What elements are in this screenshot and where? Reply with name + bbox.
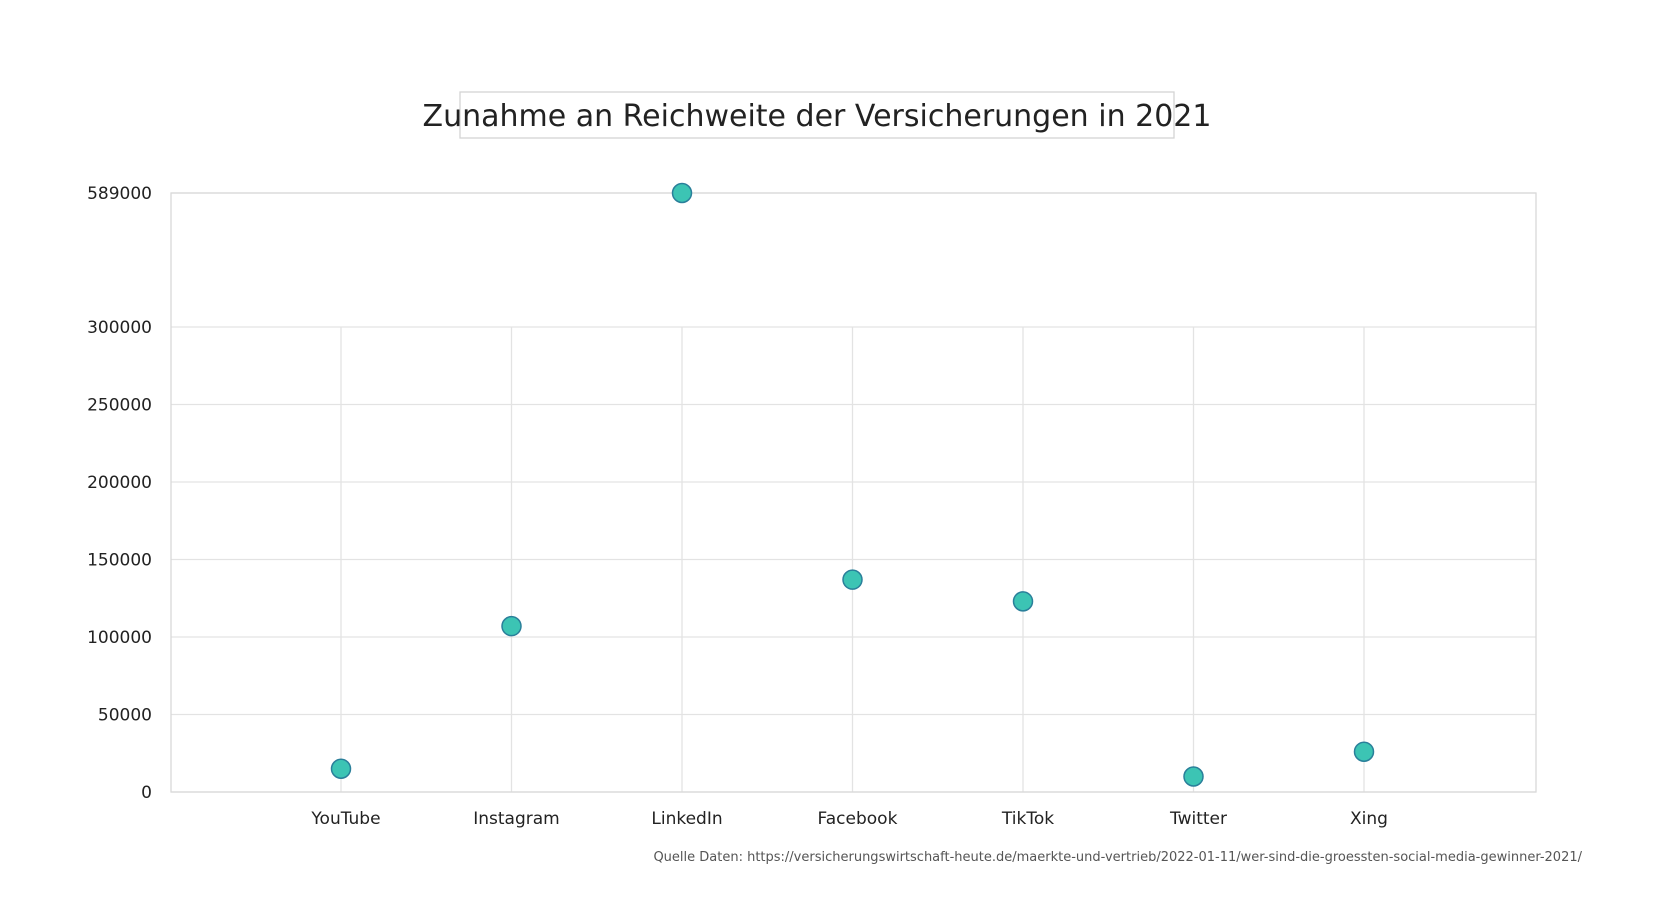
grid [171,192,1536,793]
y-tick-label: 0 [141,783,152,803]
x-category-label: LinkedIn [651,809,722,829]
data-point-xing [1353,741,1375,762]
data-point-linkedin [671,182,693,204]
x-axis: YouTube Instagram LinkedIn Facebook TikTok Tw… [310,809,1388,829]
y-axis: 0 50000 100000 150000 200000 250000 300000 5890… [87,184,152,803]
y-tick-label: 300000 [87,318,152,338]
y-tick-label: 200000 [87,473,152,493]
data-point-youtube [330,758,352,779]
data-point-tiktok [1012,591,1034,612]
data-point-facebook [842,569,863,590]
x-category-label: Twitter [1169,809,1227,829]
chart-title-text: Zunahme an Reichweite der Versicherungen… [423,99,1212,134]
plot-frame [170,192,1537,793]
x-category-label: YouTube [310,809,380,829]
chart-title: Zunahme an Reichweite der Versicherungen… [423,91,1212,139]
data-point-twitter [1183,766,1204,787]
x-category-label: TikTok [1001,809,1054,829]
y-tick-label: 150000 [87,551,152,571]
y-tick-label: 100000 [87,628,152,648]
data-points [330,182,1375,787]
y-tick-label: 50000 [98,706,152,726]
source-note: Quelle Daten: https://versicherungswirts… [653,850,1582,865]
y-tick-label: 589000 [87,184,152,204]
data-point-instagram [501,615,522,637]
x-category-label: Facebook [818,809,898,829]
x-category-label: Instagram [473,809,560,829]
chart-title-box [459,91,1175,139]
y-tick-label: 250000 [87,396,152,416]
x-category-label: Xing [1350,809,1388,829]
